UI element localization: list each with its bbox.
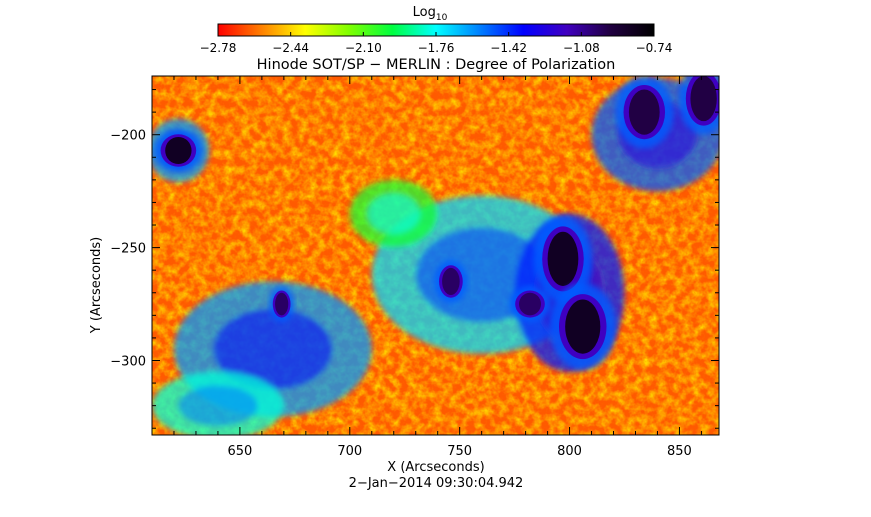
x-axis-label: X (Arcseconds) (387, 460, 484, 475)
x-tick-label: 850 (667, 444, 692, 459)
pore-umbra (628, 89, 660, 135)
x-tick-label: 800 (557, 444, 582, 459)
colorbar-tick-label: −1.08 (563, 41, 600, 55)
y-axis-ticks: −200 −250 −300 (110, 89, 719, 429)
pore (434, 259, 468, 304)
pore-umbra (519, 292, 541, 316)
y-tick-label: −200 (110, 129, 146, 144)
colorbar-label: Log10 (413, 5, 448, 23)
pore (615, 76, 674, 149)
chart-title: Hinode SOT/SP − MERLIN : Degree of Polar… (257, 57, 616, 73)
colorbar-tick-label: −2.78 (200, 41, 237, 55)
x-axis-ticks: 650 700 750 800 850 (151, 76, 702, 459)
pore (678, 76, 719, 135)
y-axis-label: Y (Arcseconds) (89, 237, 104, 334)
pore-umbra (275, 292, 289, 316)
pore (269, 285, 295, 323)
sunspot (549, 283, 617, 370)
colorbar-ticks: −2.78 −2.44 −2.10 −1.76 −1.42 −1.08 −0.74 (200, 32, 673, 55)
colorbar-tick-label: −2.10 (345, 41, 382, 55)
pore-umbra (165, 136, 192, 165)
x-tick-label: 700 (337, 444, 362, 459)
colorbar: Log10 −2.78 −2.44 −2.10 −1.76 −1.42 −1.08 −0.7… (200, 5, 673, 55)
sunspot-umbra (547, 231, 579, 286)
sunspot (533, 215, 593, 303)
colorbar-tick-label: −1.42 (490, 41, 527, 55)
pore-umbra (690, 76, 717, 122)
colorbar-tick-label: −2.44 (272, 41, 309, 55)
pore-umbra (442, 267, 460, 296)
plot-frame (151, 75, 720, 436)
pore (509, 285, 551, 323)
timestamp-footer: 2−Jan−2014 09:30:04.942 (349, 476, 524, 491)
y-tick-label: −300 (110, 354, 146, 369)
plage-core (213, 308, 333, 390)
y-tick-label: −250 (110, 242, 146, 257)
colorbar-tick-label: −1.76 (418, 41, 455, 55)
sunspot-umbra (565, 299, 601, 354)
sunspot-features (153, 76, 719, 370)
plage-core (367, 193, 421, 235)
plage-core (178, 385, 258, 426)
x-tick-label: 750 (447, 444, 472, 459)
heatmap-image (152, 76, 719, 435)
pore (153, 128, 204, 173)
x-tick-label: 650 (227, 444, 252, 459)
colorbar-tick-label: −0.74 (636, 41, 673, 55)
